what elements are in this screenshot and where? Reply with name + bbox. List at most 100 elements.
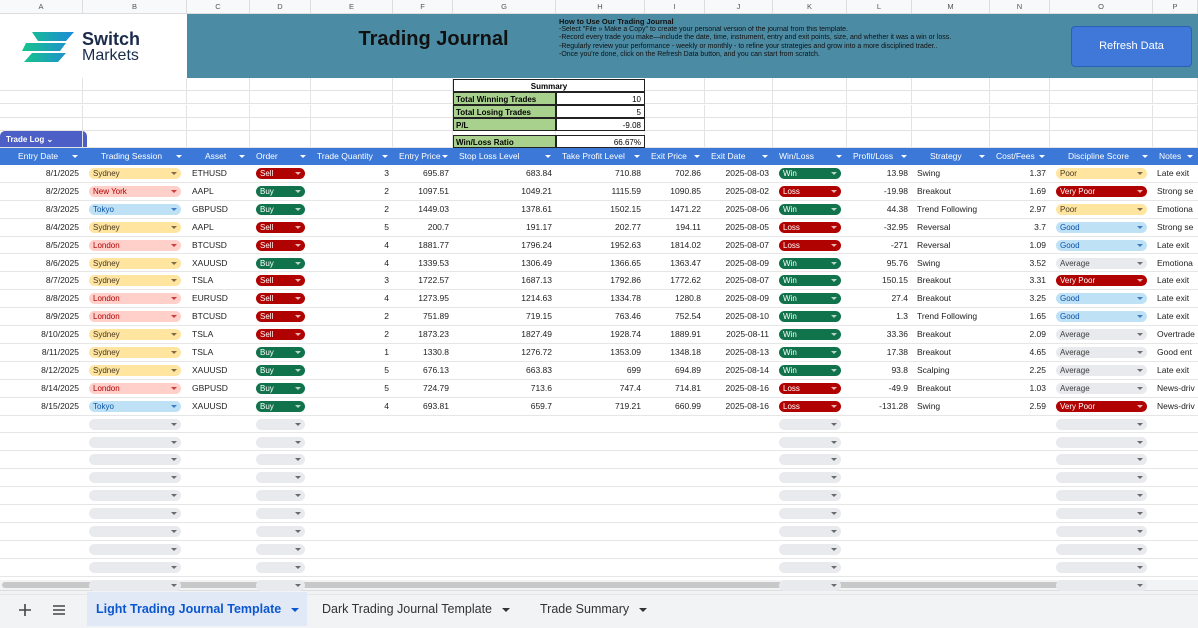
chip[interactable]: London bbox=[89, 239, 181, 251]
chip[interactable] bbox=[779, 579, 841, 591]
column-header[interactable]: Trading Session bbox=[83, 148, 187, 165]
chip[interactable]: Win bbox=[779, 347, 841, 358]
chip[interactable] bbox=[256, 561, 305, 573]
chip[interactable] bbox=[89, 543, 181, 555]
chip[interactable]: Very Poor bbox=[1056, 400, 1147, 412]
chip[interactable]: Buy bbox=[256, 257, 305, 269]
chip[interactable]: London bbox=[89, 382, 181, 394]
chip[interactable] bbox=[89, 579, 181, 591]
chip[interactable]: Sell bbox=[256, 329, 305, 341]
chip[interactable] bbox=[89, 508, 181, 520]
chip[interactable]: Tokyo bbox=[89, 203, 181, 215]
chip[interactable]: Good bbox=[1056, 221, 1147, 233]
chip[interactable]: Sydney bbox=[89, 364, 181, 376]
chip[interactable] bbox=[779, 472, 841, 484]
chip[interactable]: Very Poor bbox=[1056, 275, 1147, 287]
chip[interactable]: Sell bbox=[256, 293, 305, 305]
chip[interactable] bbox=[256, 454, 305, 466]
chip[interactable] bbox=[1056, 418, 1147, 430]
chip[interactable] bbox=[89, 526, 181, 537]
chip[interactable]: Buy bbox=[256, 400, 305, 412]
chip[interactable]: Sell bbox=[256, 275, 305, 287]
chip[interactable] bbox=[779, 454, 841, 466]
chip[interactable]: Sell bbox=[256, 221, 305, 233]
chip[interactable]: Sydney bbox=[89, 329, 181, 341]
chip[interactable] bbox=[256, 490, 305, 502]
chip[interactable]: Win bbox=[779, 311, 841, 323]
chip[interactable]: Buy bbox=[256, 185, 305, 197]
chip[interactable]: Buy bbox=[256, 364, 305, 376]
chip[interactable] bbox=[779, 418, 841, 430]
refresh-button[interactable]: Refresh Data bbox=[1071, 26, 1192, 67]
chip[interactable]: Sydney bbox=[89, 221, 181, 233]
column-header[interactable]: Exit Price bbox=[645, 148, 705, 165]
chip[interactable]: Win bbox=[779, 257, 841, 269]
column-header[interactable]: Take Profit Level bbox=[556, 148, 645, 165]
chip[interactable] bbox=[779, 508, 841, 520]
chip[interactable] bbox=[1056, 561, 1147, 573]
chip[interactable]: Sell bbox=[256, 239, 305, 251]
chip[interactable] bbox=[89, 454, 181, 466]
chip[interactable] bbox=[256, 526, 305, 537]
chip[interactable] bbox=[89, 418, 181, 430]
chip[interactable] bbox=[89, 472, 181, 484]
chip[interactable]: London bbox=[89, 311, 181, 323]
column-header[interactable]: Entry Date bbox=[0, 148, 83, 165]
chip[interactable]: Sydney bbox=[89, 257, 181, 269]
column-header[interactable]: Cost/Fees bbox=[990, 148, 1050, 165]
scroll-thumb[interactable] bbox=[2, 582, 1092, 588]
chip[interactable]: Average bbox=[1056, 364, 1147, 376]
chip[interactable]: Win bbox=[779, 364, 841, 376]
chip[interactable]: Win bbox=[779, 275, 841, 287]
chip[interactable]: Average bbox=[1056, 382, 1147, 394]
chip[interactable]: New York bbox=[89, 185, 181, 197]
sheet-tab[interactable]: Light Trading Journal Template bbox=[87, 592, 307, 626]
chip[interactable]: Sydney bbox=[89, 347, 181, 358]
chip[interactable] bbox=[256, 579, 305, 591]
chip[interactable]: Sydney bbox=[89, 168, 181, 179]
chip[interactable]: Good bbox=[1056, 311, 1147, 323]
chip[interactable]: Poor bbox=[1056, 203, 1147, 215]
chip[interactable] bbox=[89, 490, 181, 502]
chip[interactable]: Good bbox=[1056, 239, 1147, 251]
chip[interactable] bbox=[1056, 436, 1147, 448]
chip[interactable]: Average bbox=[1056, 347, 1147, 358]
column-header[interactable]: Exit Date bbox=[705, 148, 773, 165]
sheet-tab[interactable]: Trade Summary bbox=[531, 592, 655, 626]
chip[interactable]: Loss bbox=[779, 400, 841, 412]
chip[interactable] bbox=[1056, 508, 1147, 520]
chip[interactable]: Loss bbox=[779, 185, 841, 197]
chip[interactable]: Buy bbox=[256, 347, 305, 358]
chip[interactable] bbox=[1056, 579, 1147, 591]
column-header[interactable]: Notes bbox=[1153, 148, 1198, 165]
chip[interactable] bbox=[779, 490, 841, 502]
chip[interactable]: Poor bbox=[1056, 168, 1147, 179]
sheet-tab[interactable]: Dark Trading Journal Template bbox=[313, 592, 525, 626]
column-header[interactable]: Strategy bbox=[912, 148, 990, 165]
chip[interactable]: Sydney bbox=[89, 275, 181, 287]
chip[interactable]: Sell bbox=[256, 311, 305, 323]
chip[interactable] bbox=[256, 436, 305, 448]
chip[interactable] bbox=[256, 508, 305, 520]
chip[interactable]: Very Poor bbox=[1056, 185, 1147, 197]
chip[interactable] bbox=[1056, 490, 1147, 502]
chip[interactable]: Average bbox=[1056, 329, 1147, 341]
chip[interactable] bbox=[89, 436, 181, 448]
column-header[interactable]: Win/Loss bbox=[773, 148, 847, 165]
chip[interactable] bbox=[1056, 526, 1147, 537]
chip[interactable] bbox=[256, 472, 305, 484]
chip[interactable]: Loss bbox=[779, 239, 841, 251]
chip[interactable] bbox=[1056, 454, 1147, 466]
chip[interactable]: Win bbox=[779, 293, 841, 305]
chip[interactable]: Good bbox=[1056, 293, 1147, 305]
column-header[interactable]: Order bbox=[250, 148, 311, 165]
column-header[interactable]: Entry Price bbox=[393, 148, 453, 165]
chip[interactable] bbox=[779, 561, 841, 573]
chip[interactable]: Tokyo bbox=[89, 400, 181, 412]
chip[interactable] bbox=[1056, 472, 1147, 484]
chip[interactable] bbox=[779, 543, 841, 555]
column-header[interactable]: Discipline Score bbox=[1050, 148, 1153, 165]
chip[interactable] bbox=[256, 543, 305, 555]
chip[interactable]: Win bbox=[779, 203, 841, 215]
chip[interactable]: Loss bbox=[779, 382, 841, 394]
